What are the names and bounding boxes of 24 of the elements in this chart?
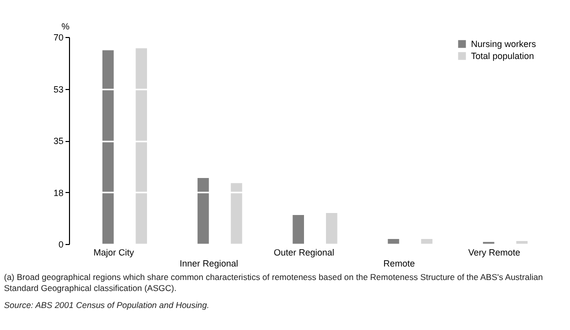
y-tick-label: 18: [53, 188, 64, 198]
x-tick-label: Inner Regional: [180, 258, 238, 268]
bar: [516, 241, 528, 244]
bar: [198, 178, 209, 244]
source-note: Source: ABS 2001 Census of Population and Housing.: [3, 300, 210, 311]
bar: [388, 238, 400, 244]
x-tick-label: Very Remote: [468, 248, 520, 258]
bar: [292, 215, 304, 244]
y-tick-label: 35: [53, 136, 64, 146]
bar: [230, 183, 242, 244]
y-tick-label: 70: [53, 32, 64, 42]
legend-label: Total population: [471, 51, 534, 61]
legend-label: Nursing workers: [471, 39, 537, 49]
y-tick-label: 53: [53, 84, 64, 94]
x-tick-label: Outer Regional: [274, 248, 334, 258]
bar: [326, 212, 338, 244]
y-axis-title: %: [61, 22, 70, 32]
x-tick-label: Major City: [93, 248, 134, 258]
bar: [136, 48, 148, 244]
bar: [421, 238, 432, 244]
y-tick-label: 0: [58, 240, 64, 250]
text: (a) Broad geographical regions which share common characteristics of remoteness based on the Remoteness Structure of the ABS's Australian Standard Geographical classification (ASGC).: [3, 272, 544, 294]
x-tick-label: Remote: [383, 258, 415, 268]
bar: [102, 50, 114, 244]
